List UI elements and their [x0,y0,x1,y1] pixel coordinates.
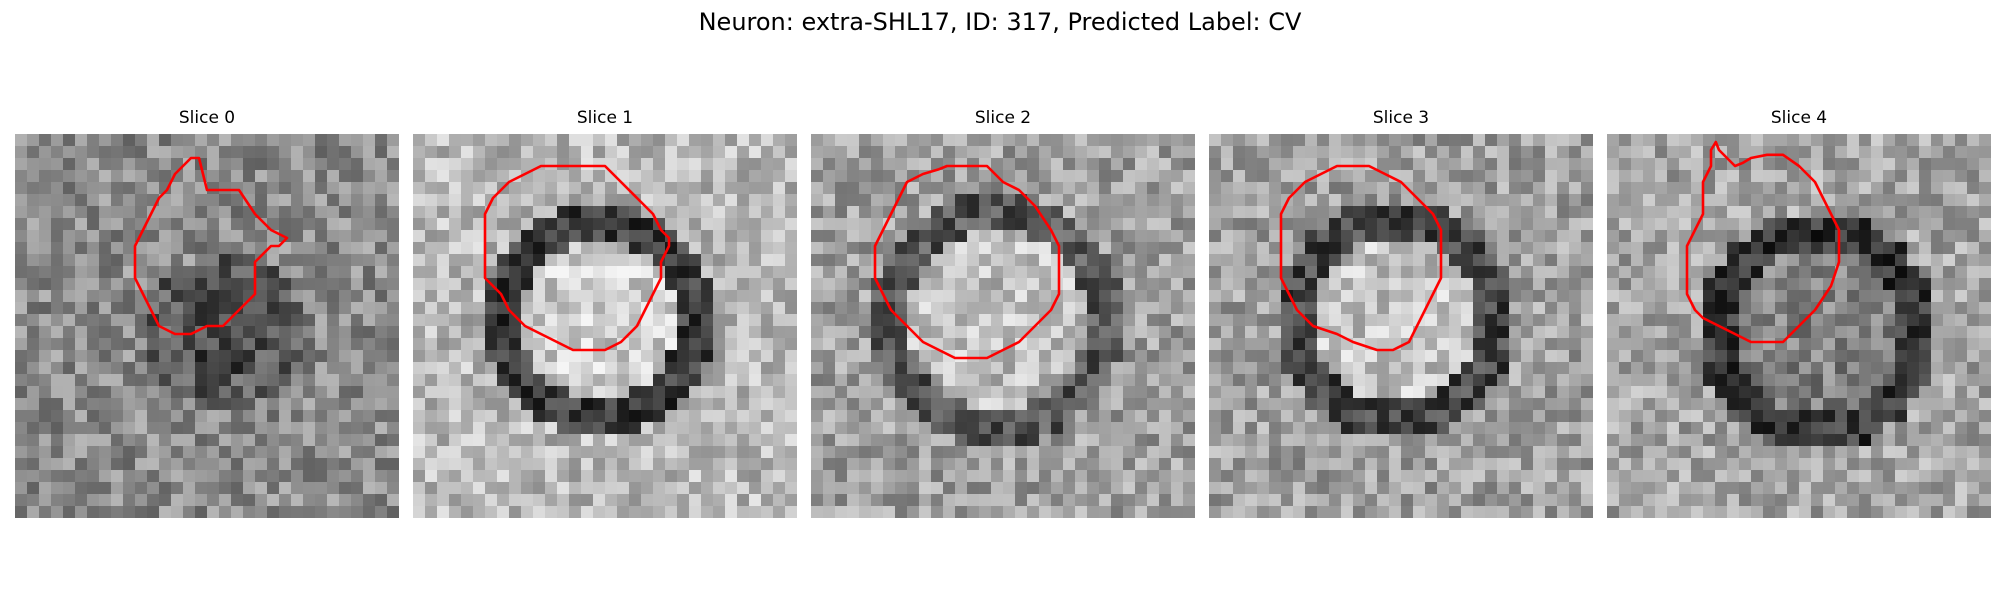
slice-image [413,134,797,518]
segmentation-contour [1685,140,1841,344]
micrograph-pixels [15,134,399,518]
micrograph-pixels [1607,134,1991,518]
panel-slice-4: Slice 4 [1607,108,1991,518]
segmentation-contour [873,164,1061,360]
panel-slice-1: Slice 1 [413,108,797,518]
micrograph-pixels [811,134,1195,518]
slice-image [1209,134,1593,518]
slice-image [1607,134,1991,518]
panel-slice-3: Slice 3 [1209,108,1593,518]
panel-title: Slice 2 [974,108,1032,128]
panel-title: Slice 4 [1770,108,1828,128]
panel-slice-2: Slice 2 [811,108,1195,518]
panel-title: Slice 3 [1372,108,1430,128]
panel-title: Slice 1 [576,108,634,128]
panel-title: Slice 0 [178,108,236,128]
micrograph-pixels [413,134,797,518]
figure-title: Neuron: extra-SHL17, ID: 317, Predicted … [698,8,1302,36]
panel-slice-0: Slice 0 [15,108,399,518]
segmentation-contour [133,156,289,336]
segmentation-contour [483,164,671,352]
segmentation-contour [1279,164,1443,352]
slice-image [15,134,399,518]
slice-image [811,134,1195,518]
micrograph-pixels [1209,134,1593,518]
